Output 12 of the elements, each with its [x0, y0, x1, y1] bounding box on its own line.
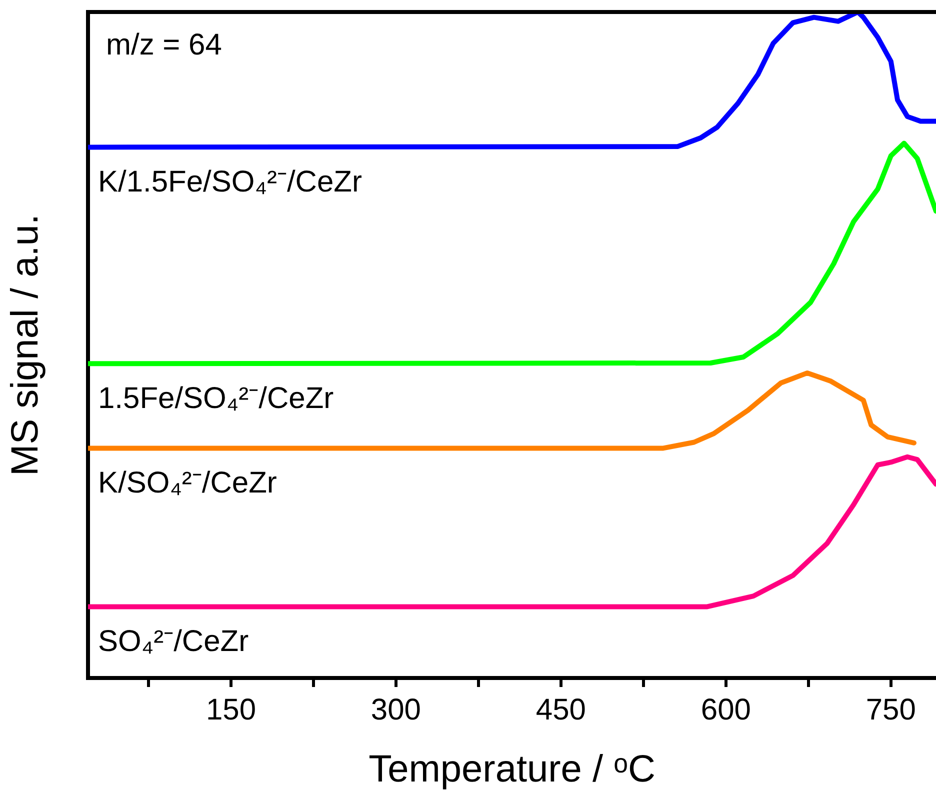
x-tick-label: 450: [536, 693, 586, 726]
series-label: 1.5Fe/SO₄²⁻/CeZr: [98, 382, 334, 415]
x-tick-label: 300: [370, 693, 421, 726]
x-axis-title: Temperature / ᵒC: [368, 748, 656, 791]
x-tick-label: 600: [700, 693, 751, 726]
x-tick-label: 750: [866, 693, 916, 726]
x-tick-label: 150: [206, 693, 256, 726]
series-label: SO₄²⁻/CeZr: [98, 625, 249, 658]
series-label: K/SO₄²⁻/CeZr: [98, 466, 277, 500]
annotation: m/z = 64: [106, 28, 222, 62]
series-label: K/1.5Fe/SO₄²⁻/CeZr: [98, 165, 362, 198]
y-axis-title: MS signal / a.u.: [4, 214, 46, 476]
